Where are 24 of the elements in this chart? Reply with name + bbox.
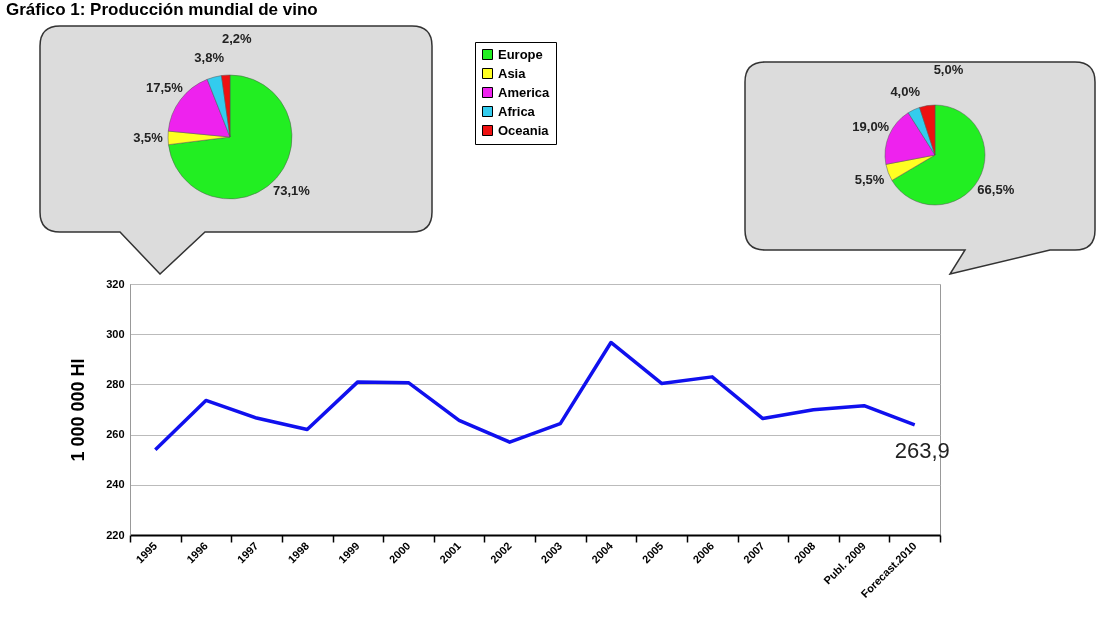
data-label: 5,0%: [933, 62, 964, 78]
y-tick-label: 300: [106, 327, 125, 340]
data-label: 2,2%: [221, 31, 253, 47]
data-label: 17,5%: [146, 79, 184, 95]
legend-label: Africa: [498, 103, 536, 119]
data-label: 4,0%: [890, 83, 921, 99]
legend-label: Europe: [498, 46, 543, 62]
legend-label: Oceania: [498, 122, 550, 138]
y-tick-label: 320: [106, 277, 125, 290]
legend-label: Asia: [498, 65, 527, 81]
data-label: 19,0%: [852, 119, 890, 135]
annotation: 263,9: [894, 437, 950, 463]
legend-label: America: [498, 84, 551, 100]
chart-title: Gráfico 1: Producción mundial de vino: [6, 0, 318, 20]
y-tick-label: 240: [106, 478, 125, 491]
data-label: 3,5%: [133, 130, 164, 146]
y-tick-label: 260: [106, 428, 125, 441]
data-label: 5,5%: [854, 171, 885, 187]
y-tick-label: 220: [106, 528, 125, 541]
y-axis-title: 1 000 000 Hl: [68, 358, 89, 462]
y-tick-label: 280: [106, 377, 125, 390]
data-label: 3,8%: [194, 49, 225, 65]
data-label: 73,1%: [273, 183, 311, 199]
data-label: 66,5%: [977, 181, 1015, 197]
